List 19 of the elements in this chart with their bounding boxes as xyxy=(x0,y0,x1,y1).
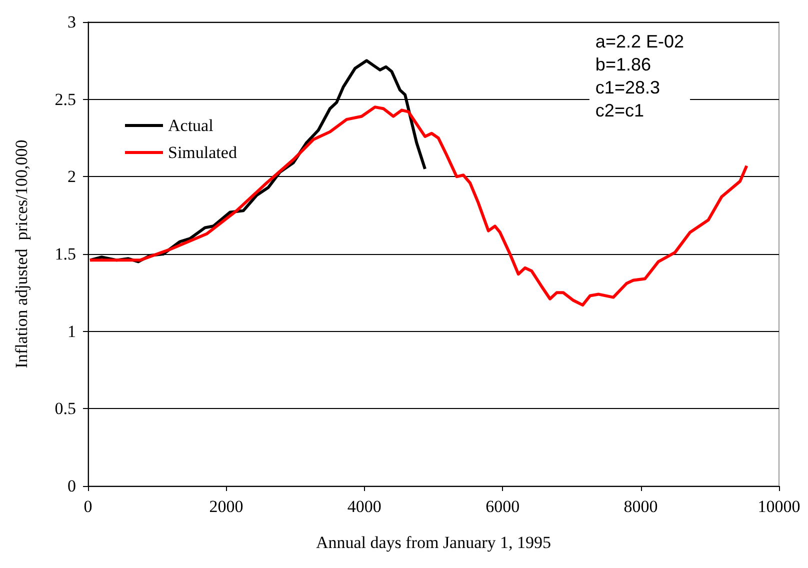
y-tick-label: 0.5 xyxy=(54,399,76,418)
x-tick-label: 2000 xyxy=(209,497,244,516)
legend-label: Simulated xyxy=(168,143,238,162)
line-series xyxy=(88,106,748,307)
x-tick-label: 0 xyxy=(84,497,92,516)
annotation: a=2.2 E-02 b=1.86 c1=28.3 c2=c1 xyxy=(595,32,684,120)
y-tick-label: 2.5 xyxy=(54,90,76,109)
y-tick-label: 1 xyxy=(68,322,76,341)
y-tick-label: 1.5 xyxy=(54,244,76,264)
x-tick-label: 8000 xyxy=(624,497,658,516)
y-tick-label: 2 xyxy=(68,167,76,186)
y-tick-label: 0 xyxy=(68,476,76,496)
y-tick-label: 3 xyxy=(68,12,76,32)
x-tick-label: 10000 xyxy=(758,497,800,516)
x-axis-title: Annual days from January 1, 1995 xyxy=(316,533,552,552)
y-axis-title: Inflation adjusted prices/100,000 xyxy=(12,140,31,368)
x-tick-label: 4000 xyxy=(347,497,382,516)
legend-label: Actual xyxy=(168,116,214,135)
x-tick-label: 6000 xyxy=(486,497,520,516)
